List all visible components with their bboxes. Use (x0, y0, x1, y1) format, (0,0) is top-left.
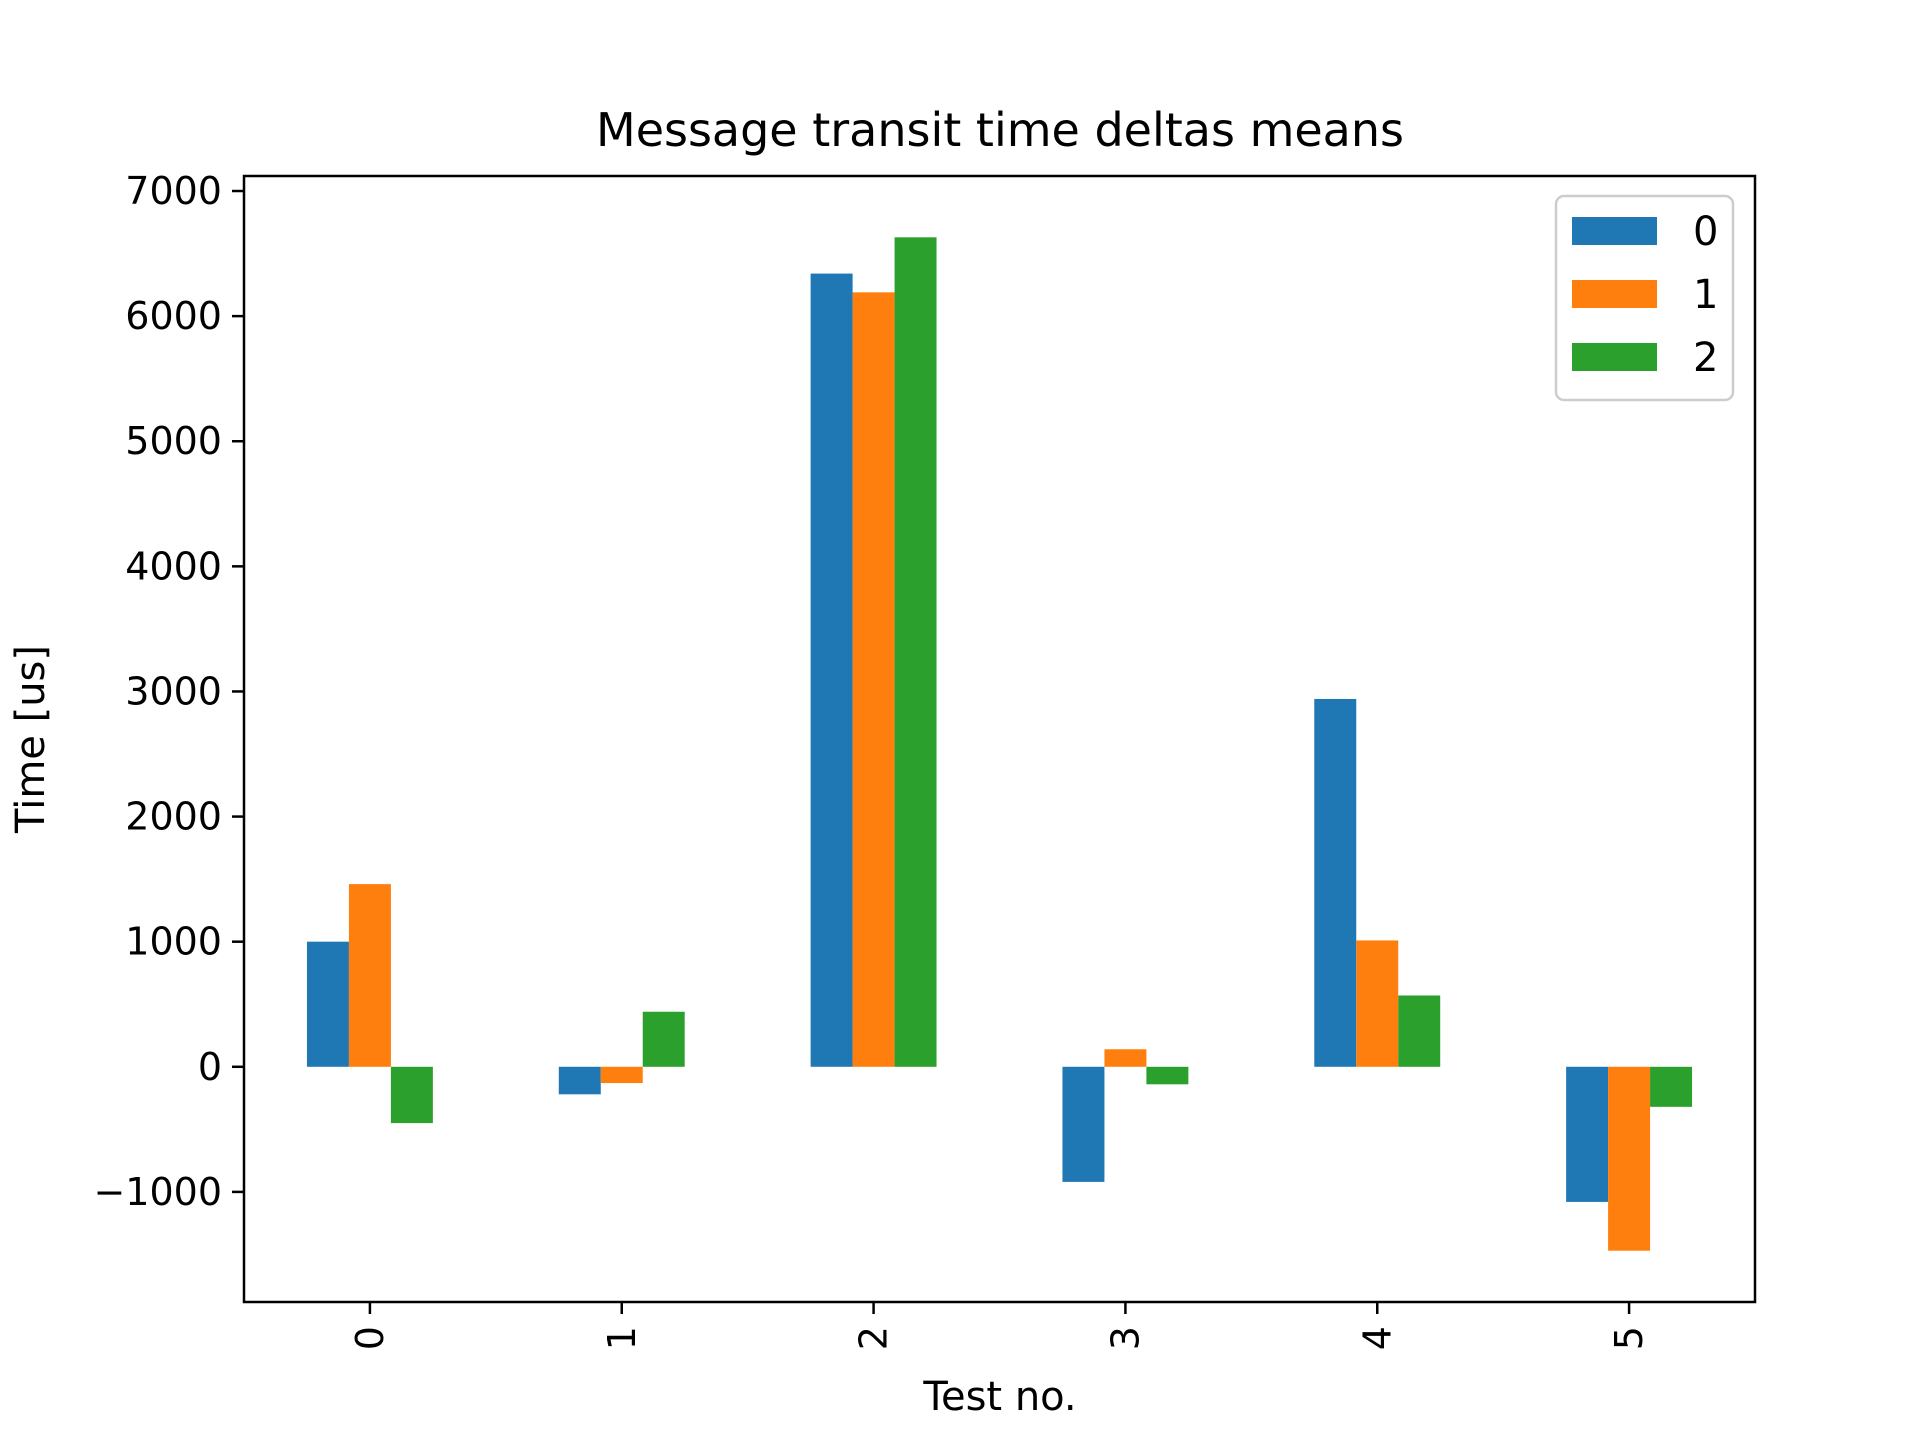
y-tick-label: 4000 (125, 544, 222, 588)
bar-series-1-cat-2 (852, 292, 895, 1067)
bar-series-0-cat-4 (1314, 698, 1357, 1067)
bar-series-1-cat-1 (600, 1066, 643, 1084)
bar-series-0-cat-0 (306, 941, 349, 1067)
x-tick-label: 4 (1355, 1326, 1399, 1350)
y-tick-label: 3000 (125, 669, 222, 713)
y-axis-label: Time [us] (8, 645, 54, 834)
bar-series-2-cat-1 (642, 1011, 685, 1067)
y-tick-label: 1000 (125, 920, 222, 964)
bar-series-1-cat-3 (1104, 1049, 1147, 1067)
legend-swatch-0 (1572, 217, 1657, 245)
y-tick-label: 2000 (125, 795, 222, 839)
y-tick-label: 5000 (125, 419, 222, 463)
x-tick-label: 2 (852, 1326, 896, 1350)
x-tick-label: 1 (600, 1326, 644, 1350)
legend-label-1: 1 (1693, 272, 1718, 318)
y-tick-label: 6000 (125, 294, 222, 338)
x-axis-label: Test no. (922, 1374, 1076, 1420)
bar-series-0-cat-5 (1566, 1066, 1609, 1202)
y-axis: −1000 0 1000 2000 3000 4000 5000 6000 7000 (93, 169, 244, 1214)
x-axis: 0 1 2 3 4 5 (348, 1302, 1651, 1350)
x-tick-label: 0 (348, 1326, 392, 1350)
chart-title: Message transit time deltas means (596, 103, 1404, 157)
bar-series-2-cat-5 (1650, 1066, 1693, 1107)
legend-label-2: 2 (1693, 335, 1718, 381)
legend-swatch-1 (1572, 280, 1657, 308)
legend-swatch-2 (1572, 343, 1657, 371)
y-tick-label: 7000 (125, 169, 222, 213)
bar-series-1-cat-4 (1356, 940, 1399, 1067)
bar-series-1-cat-0 (348, 884, 391, 1067)
bar-series-0-cat-2 (810, 273, 853, 1067)
y-tick-label: −1000 (93, 1170, 222, 1214)
legend: 0 1 2 (1554, 194, 1735, 402)
x-tick-label: 3 (1103, 1326, 1147, 1350)
bar-series-0-cat-1 (558, 1066, 601, 1095)
plot-frame (242, 174, 1757, 1304)
bar-series-0-cat-3 (1062, 1066, 1105, 1182)
y-tick-label: 0 (198, 1045, 222, 1089)
bar-series-1-cat-5 (1608, 1066, 1651, 1251)
bar-series-2-cat-3 (1146, 1066, 1189, 1085)
legend-label-0: 0 (1693, 209, 1718, 255)
bars-group (306, 237, 1693, 1251)
x-tick-label: 5 (1607, 1326, 1651, 1350)
bar-series-2-cat-0 (390, 1066, 433, 1124)
bar-series-2-cat-2 (894, 237, 937, 1067)
bar-series-2-cat-4 (1398, 995, 1441, 1067)
